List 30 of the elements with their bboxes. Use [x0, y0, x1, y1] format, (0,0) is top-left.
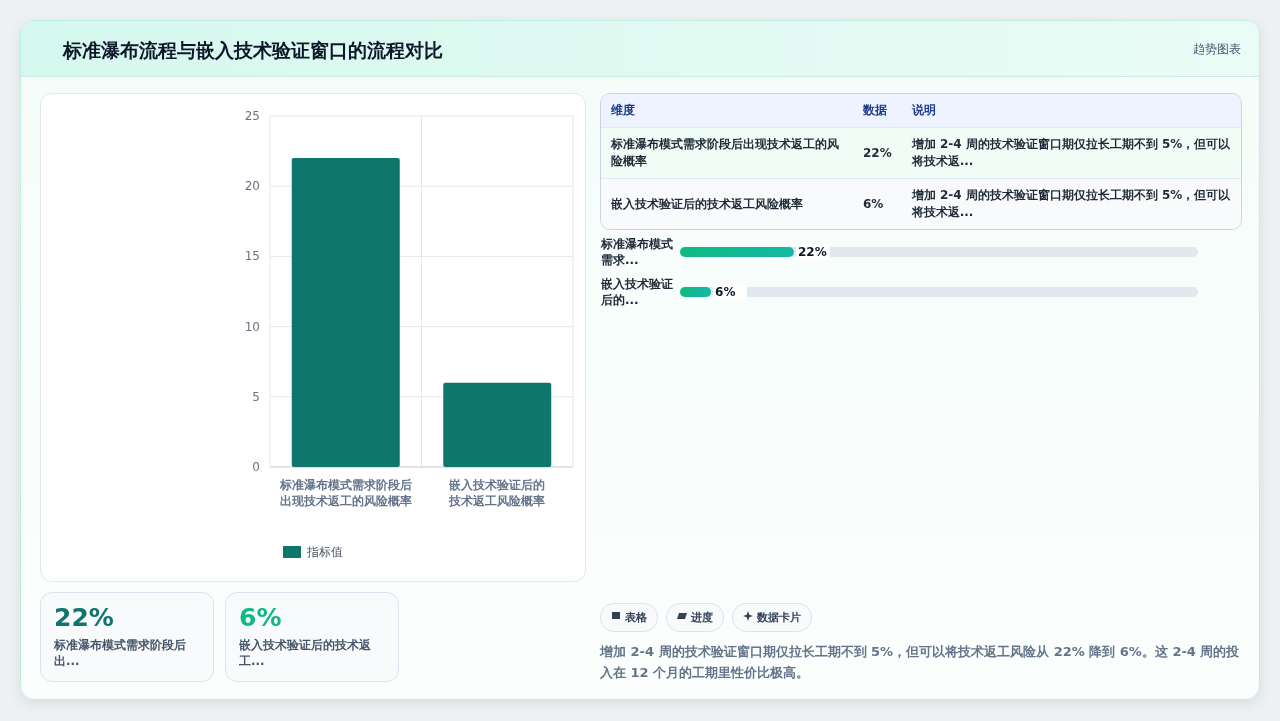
text: 说明	[901, 94, 1241, 128]
text: 增加 2-4 周的技术验证窗口期仅拉长工期不到 5%，但可以将技术返...	[901, 127, 1241, 179]
text: 维度	[601, 94, 853, 128]
y-tick-label: 25	[244, 109, 260, 123]
text: 22%	[863, 146, 892, 160]
y-tick-label: 0	[252, 460, 260, 474]
text: 6%	[239, 603, 282, 632]
category-label: 嵌入技术验证后的技术返工风险概率	[601, 178, 853, 229]
data-label: 6%	[715, 285, 736, 299]
legend: 指标值	[283, 545, 343, 559]
legend-label: 指标值	[306, 545, 343, 559]
category-label: 标准瀑布模式需求阶段后出...	[54, 637, 187, 669]
text: 数据	[853, 94, 902, 128]
text: 进度	[666, 603, 724, 632]
text: 6%	[863, 197, 884, 211]
y-tick-label: 10	[244, 319, 260, 334]
text: 表格	[600, 603, 658, 632]
y-tick-label: 20	[244, 179, 260, 194]
chart-title: 标准瀑布流程与嵌入技术验证窗口的流程对比	[63, 38, 443, 63]
category-label: 嵌入技术验证后的技术返工...	[239, 637, 372, 669]
text: 趋势图表	[1193, 41, 1241, 58]
text: 增加 2-4 周的技术验证窗口期仅拉长工期不到 5%，但可以将技术返...	[901, 178, 1241, 229]
text: 22%	[54, 603, 114, 632]
text: 数据卡片	[732, 603, 812, 632]
y-tick-label: 15	[244, 249, 260, 264]
y-tick-label: 标准瀑布模式需求...	[600, 237, 673, 267]
y-tick-label: 5	[252, 389, 260, 404]
y-tick-label: 嵌入技术验证后的...	[600, 277, 673, 307]
text: 增加 2-4 周的技术验证窗口期仅拉长工期不到 5%，但可以将技术返工风险从 22% 降到 6%。这 2-4 周的投入在 12 个月的工期里性价比极高。	[600, 643, 1241, 682]
category-label: 标准瀑布模式需求阶段后出现技术返工的风险概率	[601, 127, 853, 179]
